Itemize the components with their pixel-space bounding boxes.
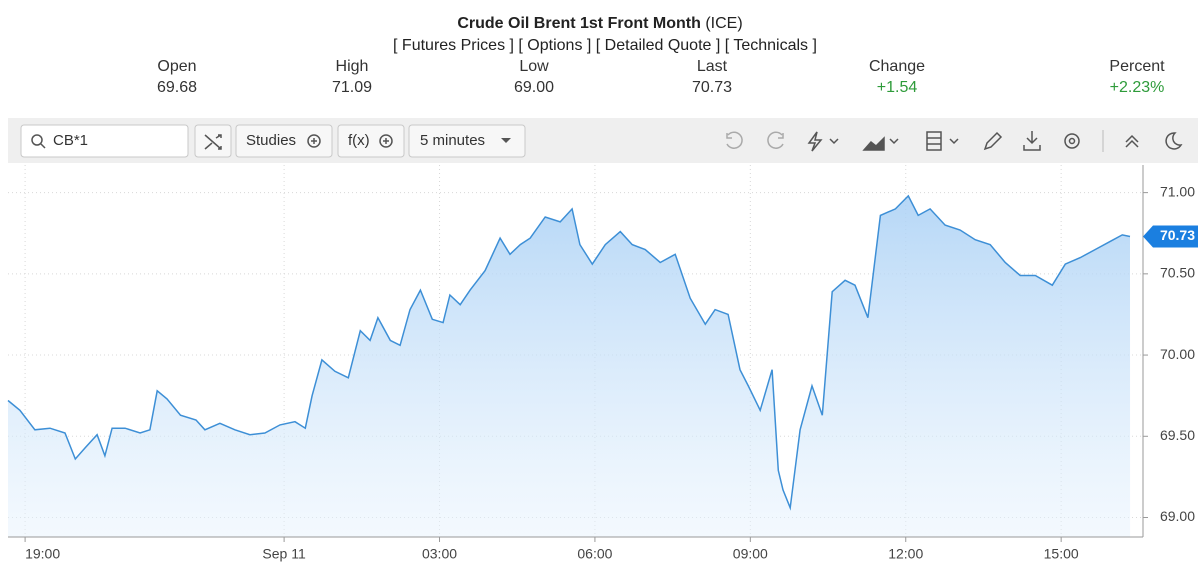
x-tick-label: 03:00	[422, 546, 457, 562]
plus-icon	[383, 138, 389, 144]
x-tick-label: Sep 11	[262, 546, 306, 562]
x-tick-label: 06:00	[577, 546, 612, 562]
link[interactable]: [ Options ]	[518, 37, 591, 54]
theme-icon[interactable]	[1165, 132, 1183, 150]
link[interactable]: [ Detailed Quote ]	[596, 37, 721, 54]
stat-value: 69.00	[514, 79, 554, 96]
y-tick-label: 71.00	[1160, 183, 1195, 199]
stat-label: Low	[519, 58, 549, 75]
last-price-label: 70.73	[1160, 227, 1195, 243]
interval-select[interactable]	[408, 124, 526, 158]
exchange: (ICE)	[705, 15, 742, 32]
header-links: [ Futures Prices ] [ Options ] [ Detaile…	[393, 37, 817, 54]
settings-icon	[1068, 137, 1076, 145]
undo-icon[interactable]	[726, 131, 743, 149]
line	[7, 194, 1131, 511]
y-tick-label: 70.50	[1160, 265, 1195, 281]
x-tick-label: 15:00	[1044, 546, 1079, 562]
y-tick-label: 69.00	[1160, 508, 1195, 524]
symbol: CB*1	[53, 132, 88, 149]
stat-value: 69.68	[157, 79, 197, 96]
area	[8, 195, 1131, 537]
title: Crude Oil Brent 1st Front Month	[457, 15, 701, 32]
chart-type-icon[interactable]	[862, 136, 885, 151]
y-tick-label: 69.50	[1160, 427, 1195, 443]
studies: Studies	[246, 132, 296, 149]
search-icon	[31, 134, 43, 146]
dropdown-arrow	[889, 138, 899, 145]
function: f(x)	[348, 132, 370, 149]
dropdown-arrow	[949, 138, 959, 145]
compare-button[interactable]	[194, 124, 232, 158]
search-icon	[40, 143, 46, 149]
toolbar-icons	[726, 130, 1183, 152]
stat-value: +2.23%	[1110, 79, 1165, 96]
stat-label: Last	[697, 58, 728, 75]
redo-icon[interactable]	[767, 131, 784, 149]
collapse-icon[interactable]	[1125, 134, 1139, 148]
x-tick-label: 19:00	[25, 546, 60, 562]
plus-icon	[307, 134, 321, 148]
plus-icon	[379, 134, 393, 148]
x-tick-label: 09:00	[733, 546, 768, 562]
stat-value: +1.54	[877, 79, 918, 96]
stat-label: Percent	[1109, 58, 1165, 75]
draw-icon[interactable]	[807, 131, 823, 152]
plot: 69.00 69.50 70.00 70.50 71.00 19:00 Sep 11 03:0…	[7, 165, 1198, 562]
symbol-input[interactable]	[20, 124, 189, 158]
dropdown-arrow	[829, 138, 839, 145]
interval: 5 minutes	[420, 132, 485, 149]
link[interactable]: [ Technicals ]	[725, 37, 817, 54]
plus-icon	[311, 138, 317, 144]
last-price-badge	[1143, 225, 1198, 248]
compare-icon	[204, 134, 222, 150]
x-tick-label: 12:00	[888, 546, 923, 562]
link[interactable]: [ Futures Prices ]	[393, 37, 514, 54]
layout-icon	[927, 137, 941, 145]
header-title: Crude Oil Brent 1st Front Month (ICE)	[457, 15, 742, 32]
download-icon[interactable]	[1023, 131, 1041, 151]
stat-value: 70.73	[692, 79, 732, 96]
settings-icon[interactable]	[1064, 133, 1080, 149]
y-tick-label: 70.00	[1160, 346, 1195, 362]
stat-label: High	[336, 58, 369, 75]
stat-value: 71.09	[332, 79, 372, 96]
dropdown-arrow	[501, 138, 511, 143]
quote-stats: Open 69.68 High 71.09 Low 69.00 Last 70.73 Chang…	[157, 58, 1165, 96]
stat-label: Change	[869, 58, 925, 75]
stat-label: Open	[157, 58, 196, 75]
studies-button[interactable]	[235, 124, 333, 158]
layout-icon[interactable]	[926, 131, 942, 151]
function-button[interactable]	[337, 124, 405, 158]
pen-icon[interactable]	[983, 131, 1003, 151]
